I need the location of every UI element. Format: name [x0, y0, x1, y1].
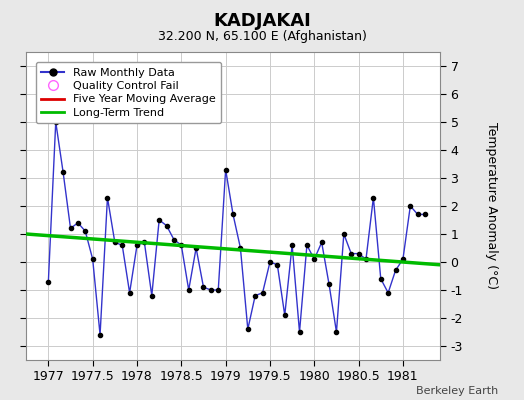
Text: 32.200 N, 65.100 E (Afghanistan): 32.200 N, 65.100 E (Afghanistan): [158, 30, 366, 43]
Text: Berkeley Earth: Berkeley Earth: [416, 386, 498, 396]
Text: KADJAKAI: KADJAKAI: [213, 12, 311, 30]
Legend: Raw Monthly Data, Quality Control Fail, Five Year Moving Average, Long-Term Tren: Raw Monthly Data, Quality Control Fail, …: [36, 62, 221, 123]
Y-axis label: Temperature Anomaly (°C): Temperature Anomaly (°C): [485, 122, 498, 290]
